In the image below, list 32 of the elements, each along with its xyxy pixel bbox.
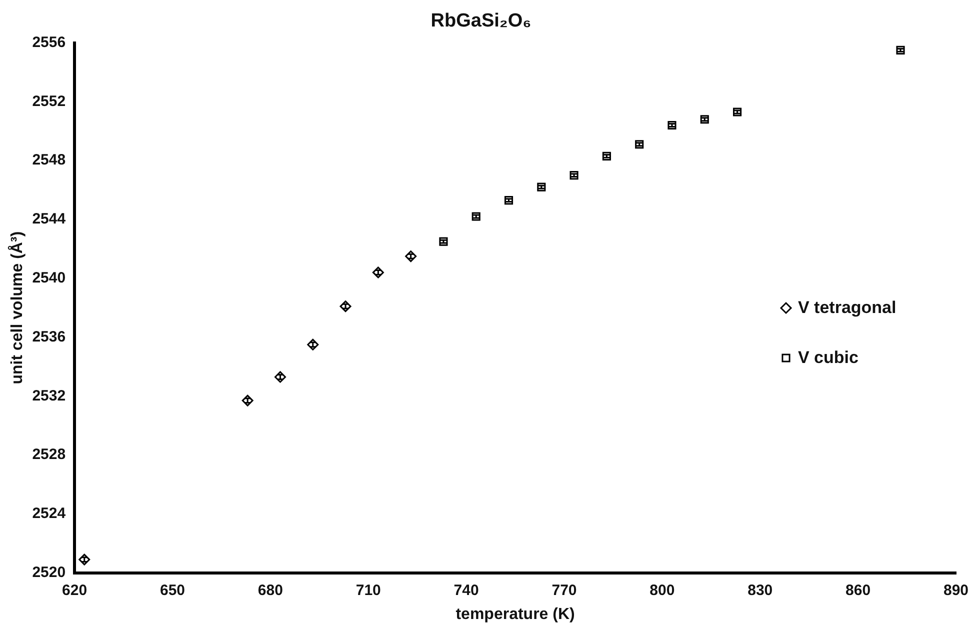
x-tick-label: 740 [454,582,479,599]
legend-label: V cubic [798,348,858,368]
x-tick-label: 890 [943,582,969,599]
y-tick-label: 2552 [32,92,66,110]
x-tick-label: 680 [258,582,283,599]
y-tick-label: 2540 [32,269,66,286]
point [274,371,286,383]
point [372,266,384,278]
x-tick-label: 710 [356,582,381,599]
x-tick-label: 800 [650,582,675,599]
x-tick-label: 770 [552,582,577,599]
x-tick-label: 620 [62,582,88,599]
y-axis-title: unit cell volume (Å³) [7,231,26,384]
legend-label: V tetragonal [798,298,896,318]
chart-title: RbGaSi₂O₆ [430,10,532,32]
x-tick-label: 860 [846,582,871,599]
y-tick-label: 2520 [32,564,66,581]
point [242,394,254,406]
y-tick-label: 2528 [32,446,66,464]
y-tick-label: 2544 [32,210,66,228]
y-tick-label: 2524 [32,505,66,522]
x-axis-title: temperature (K) [456,606,575,623]
y-tick-label: 2556 [32,34,66,51]
point [340,300,352,312]
y-tick-label: 2548 [32,152,66,169]
y-tick-label: 2532 [32,387,66,404]
x-tick-label: 650 [160,582,186,599]
x-tick-label: 830 [748,582,773,599]
y-tick-label: 2536 [32,328,66,346]
point [307,338,319,350]
point [78,554,90,566]
point [405,250,417,262]
